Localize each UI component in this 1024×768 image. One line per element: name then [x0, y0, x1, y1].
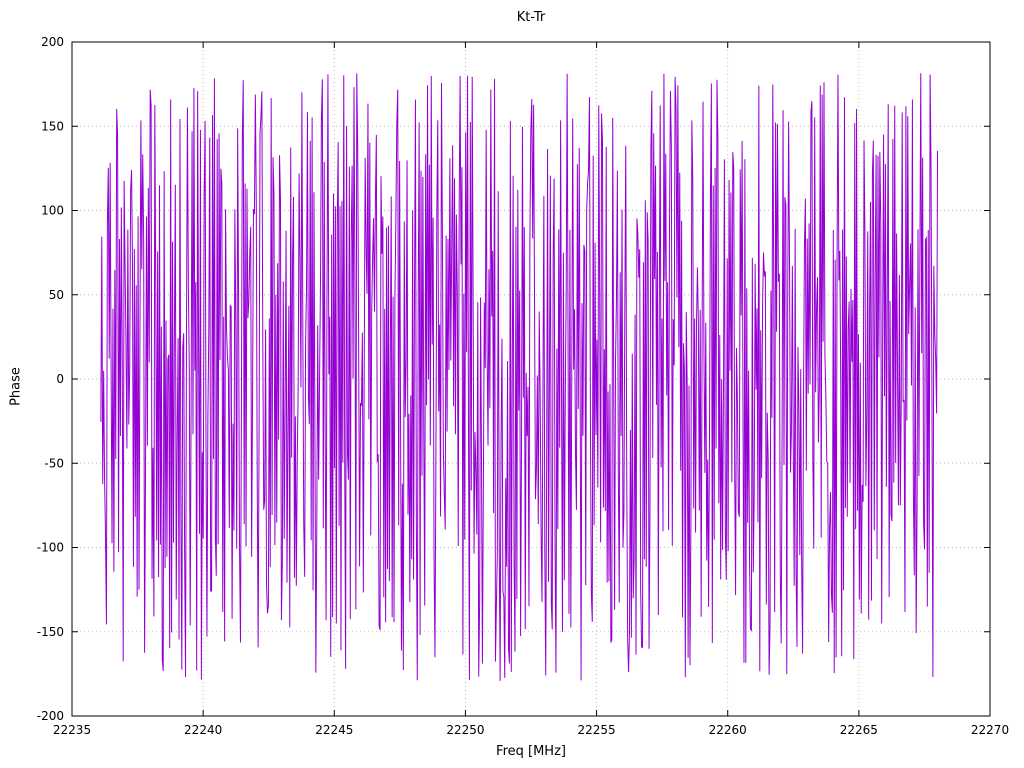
x-axis-label: Freq [MHz] — [496, 744, 566, 759]
y-tick-label: 200 — [41, 35, 64, 49]
x-tick-label: 22250 — [446, 723, 484, 737]
chart-title: Kt-Tr — [516, 10, 546, 25]
x-tick-label: 22240 — [184, 723, 222, 737]
y-tick-label: -200 — [37, 709, 64, 723]
x-tick-label: 22270 — [971, 723, 1009, 737]
x-tick-label: 22255 — [577, 723, 615, 737]
x-tick-label: 22235 — [53, 723, 91, 737]
x-tick-label: 22265 — [840, 723, 878, 737]
series-line-kt-tr — [100, 73, 939, 681]
y-tick-label: -150 — [37, 625, 64, 639]
y-tick-label: 50 — [49, 288, 64, 302]
y-axis-label: Phase — [8, 367, 24, 406]
y-tick-label: 150 — [41, 119, 64, 133]
y-tick-label: -100 — [37, 541, 64, 555]
y-tick-label: 100 — [41, 204, 64, 218]
x-tick-label: 22260 — [709, 723, 747, 737]
y-tick-label: -50 — [44, 456, 64, 470]
y-tick-label: 0 — [56, 372, 64, 386]
x-tick-label: 22245 — [315, 723, 353, 737]
